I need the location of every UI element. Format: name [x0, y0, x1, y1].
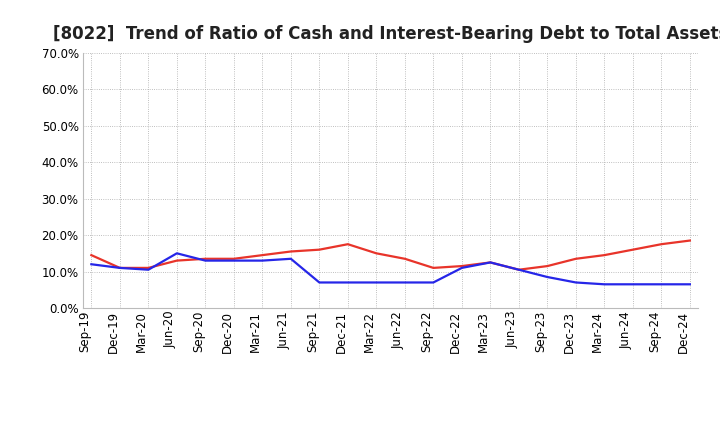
Interest-Bearing Debt — [572, 280, 580, 285]
Title: [8022]  Trend of Ratio of Cash and Interest-Bearing Debt to Total Assets: [8022] Trend of Ratio of Cash and Intere… — [53, 25, 720, 43]
Cash — [287, 249, 295, 254]
Interest-Bearing Debt — [343, 280, 352, 285]
Interest-Bearing Debt — [685, 282, 694, 287]
Interest-Bearing Debt — [372, 280, 381, 285]
Cash — [685, 238, 694, 243]
Cash — [457, 264, 466, 269]
Interest-Bearing Debt — [201, 258, 210, 263]
Cash — [258, 253, 266, 258]
Interest-Bearing Debt — [87, 262, 96, 267]
Cash — [173, 258, 181, 263]
Interest-Bearing Debt — [629, 282, 637, 287]
Interest-Bearing Debt — [287, 256, 295, 261]
Interest-Bearing Debt — [230, 258, 238, 263]
Cash — [657, 242, 666, 247]
Cash — [572, 256, 580, 261]
Interest-Bearing Debt — [258, 258, 266, 263]
Interest-Bearing Debt — [600, 282, 608, 287]
Line: Interest-Bearing Debt: Interest-Bearing Debt — [91, 253, 690, 284]
Cash — [230, 256, 238, 261]
Cash — [486, 260, 495, 265]
Interest-Bearing Debt — [486, 260, 495, 265]
Interest-Bearing Debt — [144, 267, 153, 272]
Cash — [343, 242, 352, 247]
Cash — [372, 251, 381, 256]
Interest-Bearing Debt — [400, 280, 409, 285]
Cash — [629, 247, 637, 252]
Interest-Bearing Debt — [515, 267, 523, 272]
Cash — [144, 265, 153, 271]
Interest-Bearing Debt — [173, 251, 181, 256]
Cash — [115, 265, 124, 271]
Cash — [515, 267, 523, 272]
Interest-Bearing Debt — [315, 280, 324, 285]
Interest-Bearing Debt — [457, 265, 466, 271]
Cash — [400, 256, 409, 261]
Cash — [201, 256, 210, 261]
Interest-Bearing Debt — [657, 282, 666, 287]
Cash — [543, 264, 552, 269]
Line: Cash: Cash — [91, 241, 690, 270]
Interest-Bearing Debt — [429, 280, 438, 285]
Cash — [315, 247, 324, 252]
Interest-Bearing Debt — [115, 265, 124, 271]
Cash — [87, 253, 96, 258]
Cash — [429, 265, 438, 271]
Cash — [600, 253, 608, 258]
Interest-Bearing Debt — [543, 275, 552, 280]
